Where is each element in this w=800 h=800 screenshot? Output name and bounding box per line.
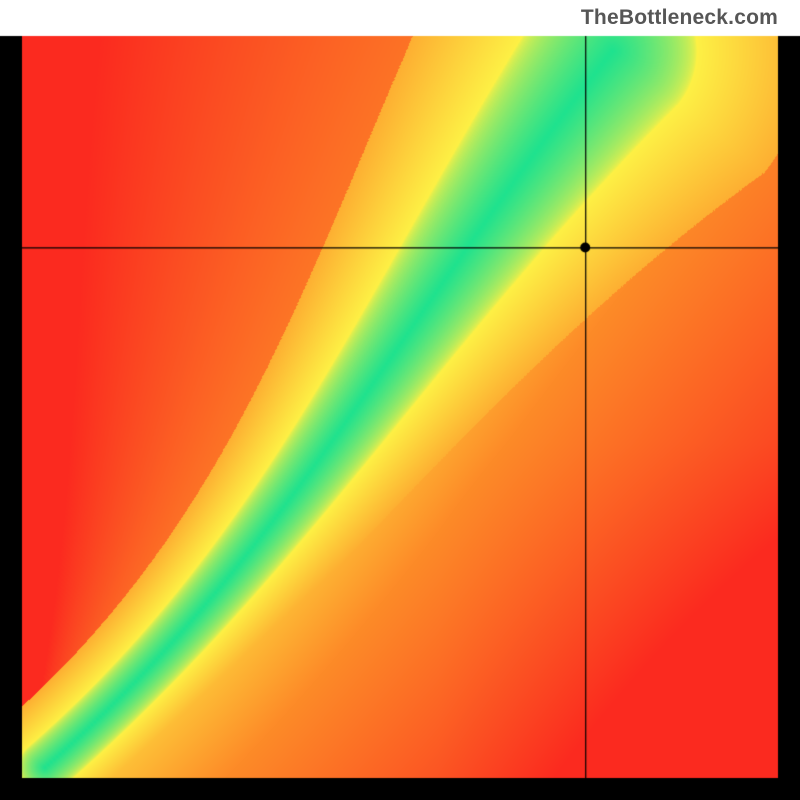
heatmap-canvas [0, 0, 800, 800]
chart-container: TheBottleneck.com [0, 0, 800, 800]
watermark-text: TheBottleneck.com [581, 6, 778, 30]
